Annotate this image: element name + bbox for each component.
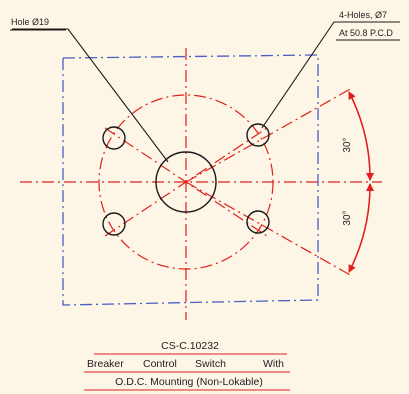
holes <box>102 123 270 236</box>
caption-code: CS-C.10232 <box>161 340 219 352</box>
center-hole <box>155 151 217 213</box>
angle-arc-lower-start <box>348 183 375 273</box>
caption-word-3: Switch <box>195 358 226 370</box>
mounting-hole-bottom-left <box>102 212 126 236</box>
angle-dimension <box>348 91 375 273</box>
angle-arc-upper-start <box>348 91 375 181</box>
caption-line-2: O.D.C. Mounting (Non-Lokable) <box>115 376 263 388</box>
leader-center-hole <box>12 28 169 163</box>
mounting-hole-bottom-right <box>246 210 270 234</box>
angle-ray-lower <box>185 181 353 277</box>
angle-label-upper: 30° <box>342 137 353 152</box>
angle-arc-lower <box>348 183 371 273</box>
caption-word-1: Breaker <box>87 358 124 370</box>
leaders <box>10 21 400 163</box>
panel-outline <box>62 54 319 306</box>
mounting-hole-top-left <box>102 126 126 150</box>
center-lines <box>20 48 382 320</box>
label-center-hole: Hole Ø19 <box>11 17 49 27</box>
angle-arc-upper <box>348 91 371 181</box>
label-pcd: At 50.8 P.C.D <box>339 28 393 38</box>
label-four-holes: 4-Holes, Ø7 <box>339 10 387 20</box>
caption: CS-C.10232 Breaker Control Switch With O… <box>84 340 290 391</box>
angle-label-lower: 30° <box>342 210 353 225</box>
mounting-hole-top-right <box>246 123 270 147</box>
caption-word-4: With <box>263 358 284 370</box>
caption-word-2: Control <box>143 358 177 370</box>
pcd-circle <box>98 94 274 270</box>
